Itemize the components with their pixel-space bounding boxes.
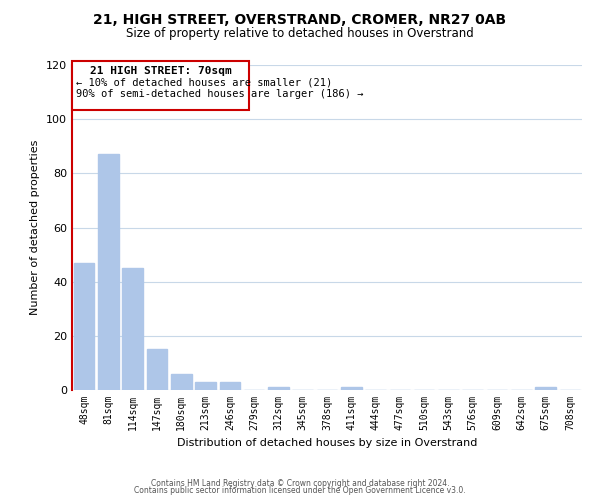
FancyBboxPatch shape bbox=[73, 61, 249, 110]
Bar bbox=[122, 268, 143, 390]
Bar bbox=[171, 374, 191, 390]
Bar bbox=[535, 388, 556, 390]
Bar bbox=[195, 382, 216, 390]
Text: 90% of semi-detached houses are larger (186) →: 90% of semi-detached houses are larger (… bbox=[76, 90, 364, 100]
Text: Size of property relative to detached houses in Overstrand: Size of property relative to detached ho… bbox=[126, 28, 474, 40]
Y-axis label: Number of detached properties: Number of detached properties bbox=[31, 140, 40, 315]
Bar bbox=[146, 350, 167, 390]
Bar bbox=[220, 382, 240, 390]
Text: Contains HM Land Registry data © Crown copyright and database right 2024.: Contains HM Land Registry data © Crown c… bbox=[151, 478, 449, 488]
Bar bbox=[74, 262, 94, 390]
Text: ← 10% of detached houses are smaller (21): ← 10% of detached houses are smaller (21… bbox=[76, 77, 332, 87]
Text: 21, HIGH STREET, OVERSTRAND, CROMER, NR27 0AB: 21, HIGH STREET, OVERSTRAND, CROMER, NR2… bbox=[94, 12, 506, 26]
X-axis label: Distribution of detached houses by size in Overstrand: Distribution of detached houses by size … bbox=[177, 438, 477, 448]
Bar bbox=[341, 388, 362, 390]
Text: 21 HIGH STREET: 70sqm: 21 HIGH STREET: 70sqm bbox=[90, 66, 232, 76]
Bar bbox=[98, 154, 119, 390]
Bar bbox=[268, 388, 289, 390]
Text: Contains public sector information licensed under the Open Government Licence v3: Contains public sector information licen… bbox=[134, 486, 466, 495]
